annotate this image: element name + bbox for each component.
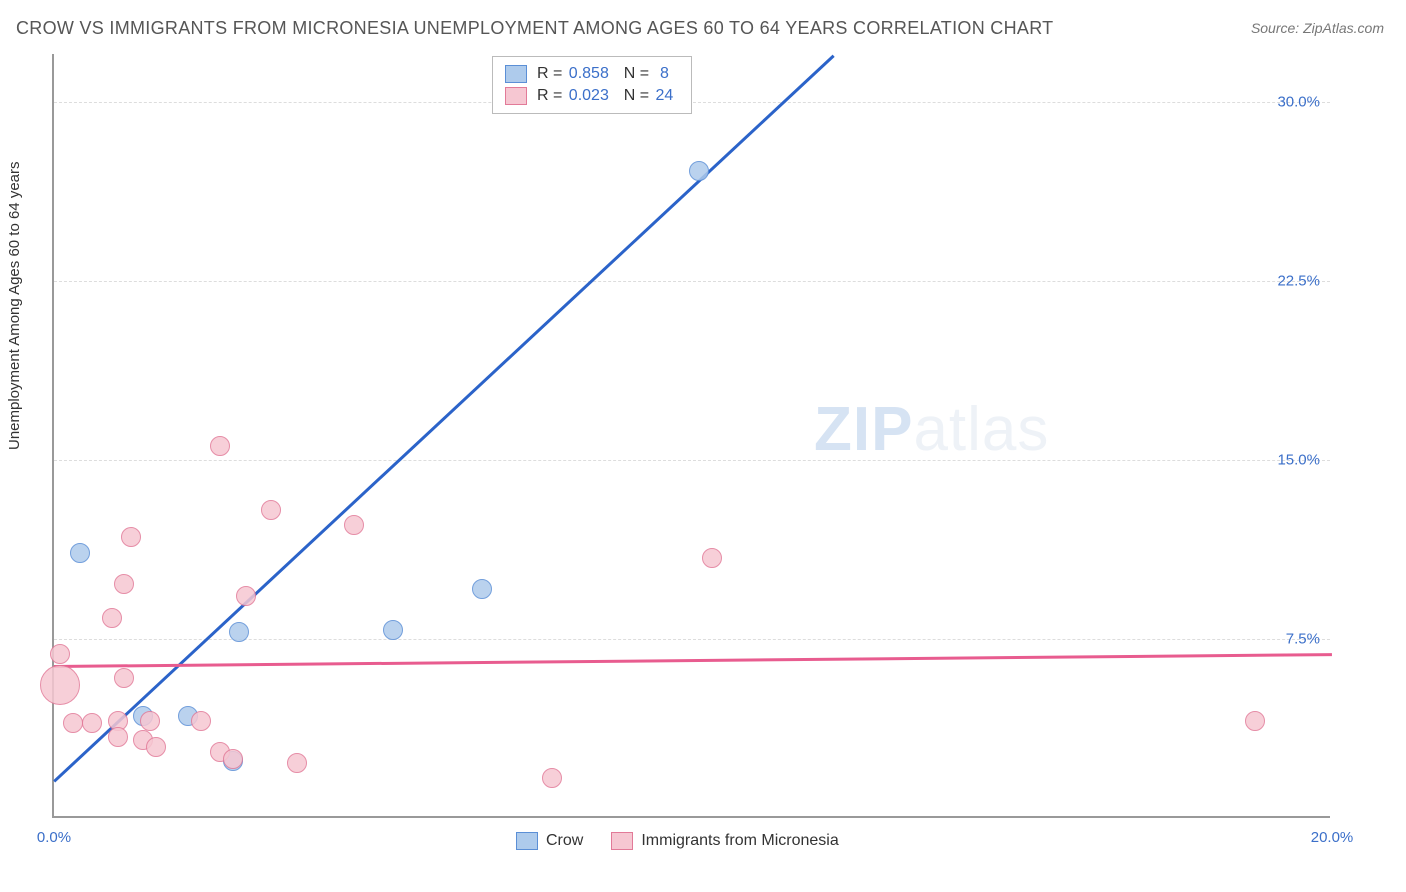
data-point [1245, 711, 1265, 731]
legend-row: R = 0.023 N = 24 [505, 85, 679, 107]
data-point [50, 644, 70, 664]
data-point [140, 711, 160, 731]
data-point [82, 713, 102, 733]
y-tick-label: 15.0% [1277, 451, 1320, 468]
legend-label: Crow [546, 832, 583, 850]
data-point [344, 515, 364, 535]
legend-stats: R = 0.858 N = 8 [537, 65, 675, 83]
data-point [542, 768, 562, 788]
trend-line [54, 653, 1332, 667]
legend-item: Crow [516, 832, 583, 850]
source-attribution: Source: ZipAtlas.com [1251, 20, 1384, 36]
data-point [121, 527, 141, 547]
plot-area: ZIPatlas R = 0.858 N = 8 R = 0.023 N = 24… [52, 54, 1330, 818]
gridline [54, 460, 1330, 461]
data-point [210, 436, 230, 456]
watermark: ZIPatlas [814, 394, 1049, 465]
data-point [63, 713, 83, 733]
legend-item: Immigrants from Micronesia [611, 832, 838, 850]
chart-title: CROW VS IMMIGRANTS FROM MICRONESIA UNEMP… [16, 18, 1053, 39]
x-tick-label: 0.0% [37, 829, 71, 846]
legend-row: R = 0.858 N = 8 [505, 63, 679, 85]
data-point [261, 500, 281, 520]
y-tick-label: 30.0% [1277, 93, 1320, 110]
data-point [236, 586, 256, 606]
data-point [191, 711, 211, 731]
data-point [702, 548, 722, 568]
data-point [223, 749, 243, 769]
y-axis-label: Unemployment Among Ages 60 to 64 years [6, 161, 23, 450]
data-point [689, 161, 709, 181]
y-tick-label: 7.5% [1286, 630, 1320, 647]
data-point [383, 620, 403, 640]
data-point [114, 574, 134, 594]
y-tick-label: 22.5% [1277, 272, 1320, 289]
data-point [146, 737, 166, 757]
correlation-legend: R = 0.858 N = 8 R = 0.023 N = 24 [492, 56, 692, 114]
legend-swatch [505, 87, 527, 105]
trend-line [53, 54, 834, 782]
data-point [70, 543, 90, 563]
data-point [102, 608, 122, 628]
data-point [287, 753, 307, 773]
legend-label: Immigrants from Micronesia [641, 832, 838, 850]
legend-stats: R = 0.023 N = 24 [537, 87, 679, 105]
x-tick-label: 20.0% [1311, 829, 1354, 846]
gridline [54, 281, 1330, 282]
data-point [108, 727, 128, 747]
data-point [114, 668, 134, 688]
data-point [229, 622, 249, 642]
legend-swatch [611, 832, 633, 850]
data-point [40, 665, 80, 705]
data-point [472, 579, 492, 599]
legend-swatch [505, 65, 527, 83]
series-legend: Crow Immigrants from Micronesia [516, 832, 839, 850]
legend-swatch [516, 832, 538, 850]
